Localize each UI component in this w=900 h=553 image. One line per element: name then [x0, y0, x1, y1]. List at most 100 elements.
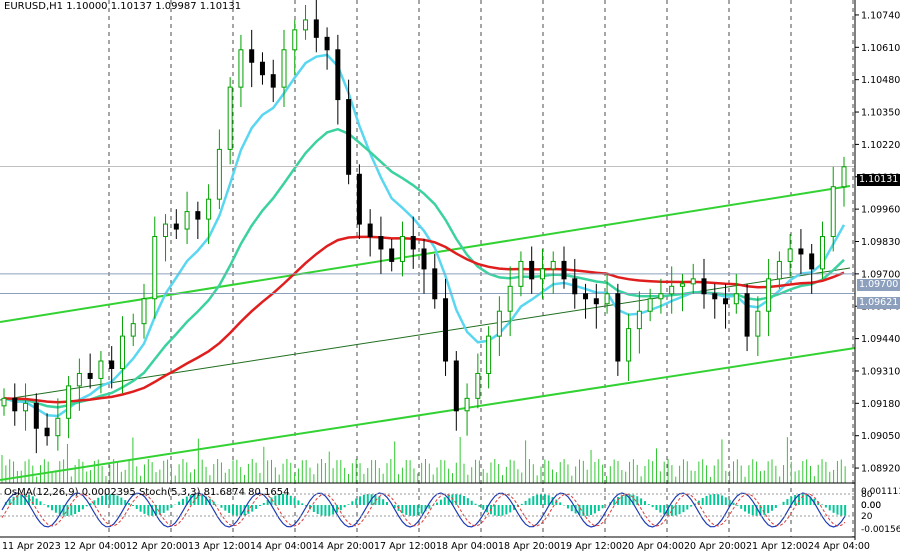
candle-body	[496, 310, 502, 337]
candle-body	[809, 253, 815, 270]
candle-body	[561, 260, 567, 280]
candle-body	[787, 248, 793, 262]
price-tick-label: 1.09830	[861, 237, 900, 248]
candle-body	[367, 223, 373, 238]
candle-body	[636, 310, 642, 330]
candle-body	[238, 49, 244, 88]
time-tick-label: 19 Apr 12:00	[560, 541, 622, 552]
candle-body	[572, 278, 578, 295]
candle-body	[12, 397, 18, 412]
candle-body	[550, 260, 556, 270]
candle-body	[66, 385, 72, 419]
candle-body	[432, 268, 438, 300]
candle-body	[443, 298, 449, 362]
chart-title: EURUSD,H1 1.10000 1.10137 1.09987 1.1013…	[4, 1, 242, 12]
price-tick-label: 1.10350	[861, 108, 900, 119]
time-tick-label: 14 Apr 20:00	[312, 541, 374, 552]
candle-body	[76, 372, 82, 387]
osma-level-label: -0.001567	[861, 525, 900, 535]
channel-lower-line	[0, 347, 856, 481]
candle-body	[33, 402, 39, 429]
price-tick-label: 1.09700	[861, 269, 900, 280]
candle-body	[324, 36, 330, 51]
level-lower-tag: 1.09621	[857, 297, 900, 309]
candle-body	[421, 248, 427, 270]
candle-body	[841, 166, 847, 188]
time-tick-label: 24 Apr 04:00	[808, 541, 870, 552]
candle-body	[303, 19, 309, 31]
candle-body	[647, 298, 653, 312]
candle-body	[119, 335, 125, 369]
level-upper-tag: 1.09700	[857, 279, 900, 291]
osma-level-label: 20	[861, 512, 873, 522]
candle-body	[475, 372, 481, 399]
channel-mid-line	[0, 267, 851, 401]
candle-body	[604, 293, 610, 305]
time-tick-label: 13 Apr 12:00	[188, 541, 250, 552]
time-tick-label: 11 Apr 2023	[2, 541, 61, 552]
candle-body	[776, 260, 782, 280]
candle-body	[313, 19, 319, 38]
candle-body	[206, 198, 212, 220]
candle-body	[658, 293, 664, 300]
price-tick-label: 1.09960	[861, 205, 900, 216]
time-tick-label: 12 Apr 20:00	[126, 541, 188, 552]
candle-body	[346, 99, 352, 175]
candle-body	[378, 236, 384, 250]
candle-body	[690, 278, 696, 285]
price-tick-label: 1.10610	[861, 43, 900, 54]
time-tick-label: 21 Apr 12:00	[746, 541, 808, 552]
time-tick-label: 18 Apr 20:00	[498, 541, 560, 552]
candle-body	[518, 260, 524, 287]
candle-body	[163, 223, 169, 238]
candle-body	[819, 236, 825, 270]
osma-title: OsMA(12,26,9) 0.0002395 Stoch(5,3,3) 81.…	[4, 487, 290, 498]
time-tick-label: 12 Apr 04:00	[64, 541, 126, 552]
price-tick-label: 1.09180	[861, 399, 900, 410]
stochastic-main-line	[1, 492, 846, 528]
candle-body	[87, 372, 93, 379]
candle-body	[723, 298, 729, 305]
candle-body	[583, 293, 589, 300]
candle-body	[615, 293, 621, 362]
candle-body	[184, 211, 190, 230]
moving-averages	[3, 53, 846, 418]
candle-body	[281, 49, 287, 88]
price-tick-label: 1.09310	[861, 366, 900, 377]
candle-body	[216, 148, 222, 200]
candle-body	[1, 397, 7, 407]
candle-body	[389, 248, 395, 262]
price-tick-label: 1.10220	[861, 140, 900, 151]
osma-level-label: 0.00	[861, 501, 881, 511]
candle-body	[669, 285, 675, 295]
price-tick-label: 1.10740	[861, 10, 900, 21]
current-price-tag: 1.10131	[857, 174, 900, 186]
candle-body	[335, 49, 341, 101]
candle-body	[464, 397, 470, 412]
time-tick-label: 18 Apr 04:00	[436, 541, 498, 552]
osma-level-label: 0.00	[861, 501, 881, 511]
candle-body	[679, 283, 685, 287]
time-tick-label: 20 Apr 20:00	[684, 541, 746, 552]
candle-body	[766, 278, 772, 312]
candle-body	[593, 298, 599, 305]
trend-channel	[0, 185, 856, 481]
ema-fast-line	[3, 53, 846, 418]
candle-body	[529, 260, 535, 280]
candle-body	[292, 29, 298, 51]
candle-body	[453, 360, 459, 412]
osma-level-label: 80	[861, 490, 873, 500]
candle-body	[712, 293, 718, 300]
osma-level-label: 0.0011112	[861, 487, 900, 497]
candle-body	[141, 298, 147, 325]
candles	[1, 0, 847, 454]
candle-body	[798, 248, 804, 255]
price-tick-label: 1.09050	[861, 431, 900, 442]
candle-body	[486, 335, 492, 374]
candle-body	[701, 278, 707, 295]
candle-body	[195, 211, 201, 220]
candle-body	[249, 49, 255, 63]
candle-body	[109, 360, 115, 369]
